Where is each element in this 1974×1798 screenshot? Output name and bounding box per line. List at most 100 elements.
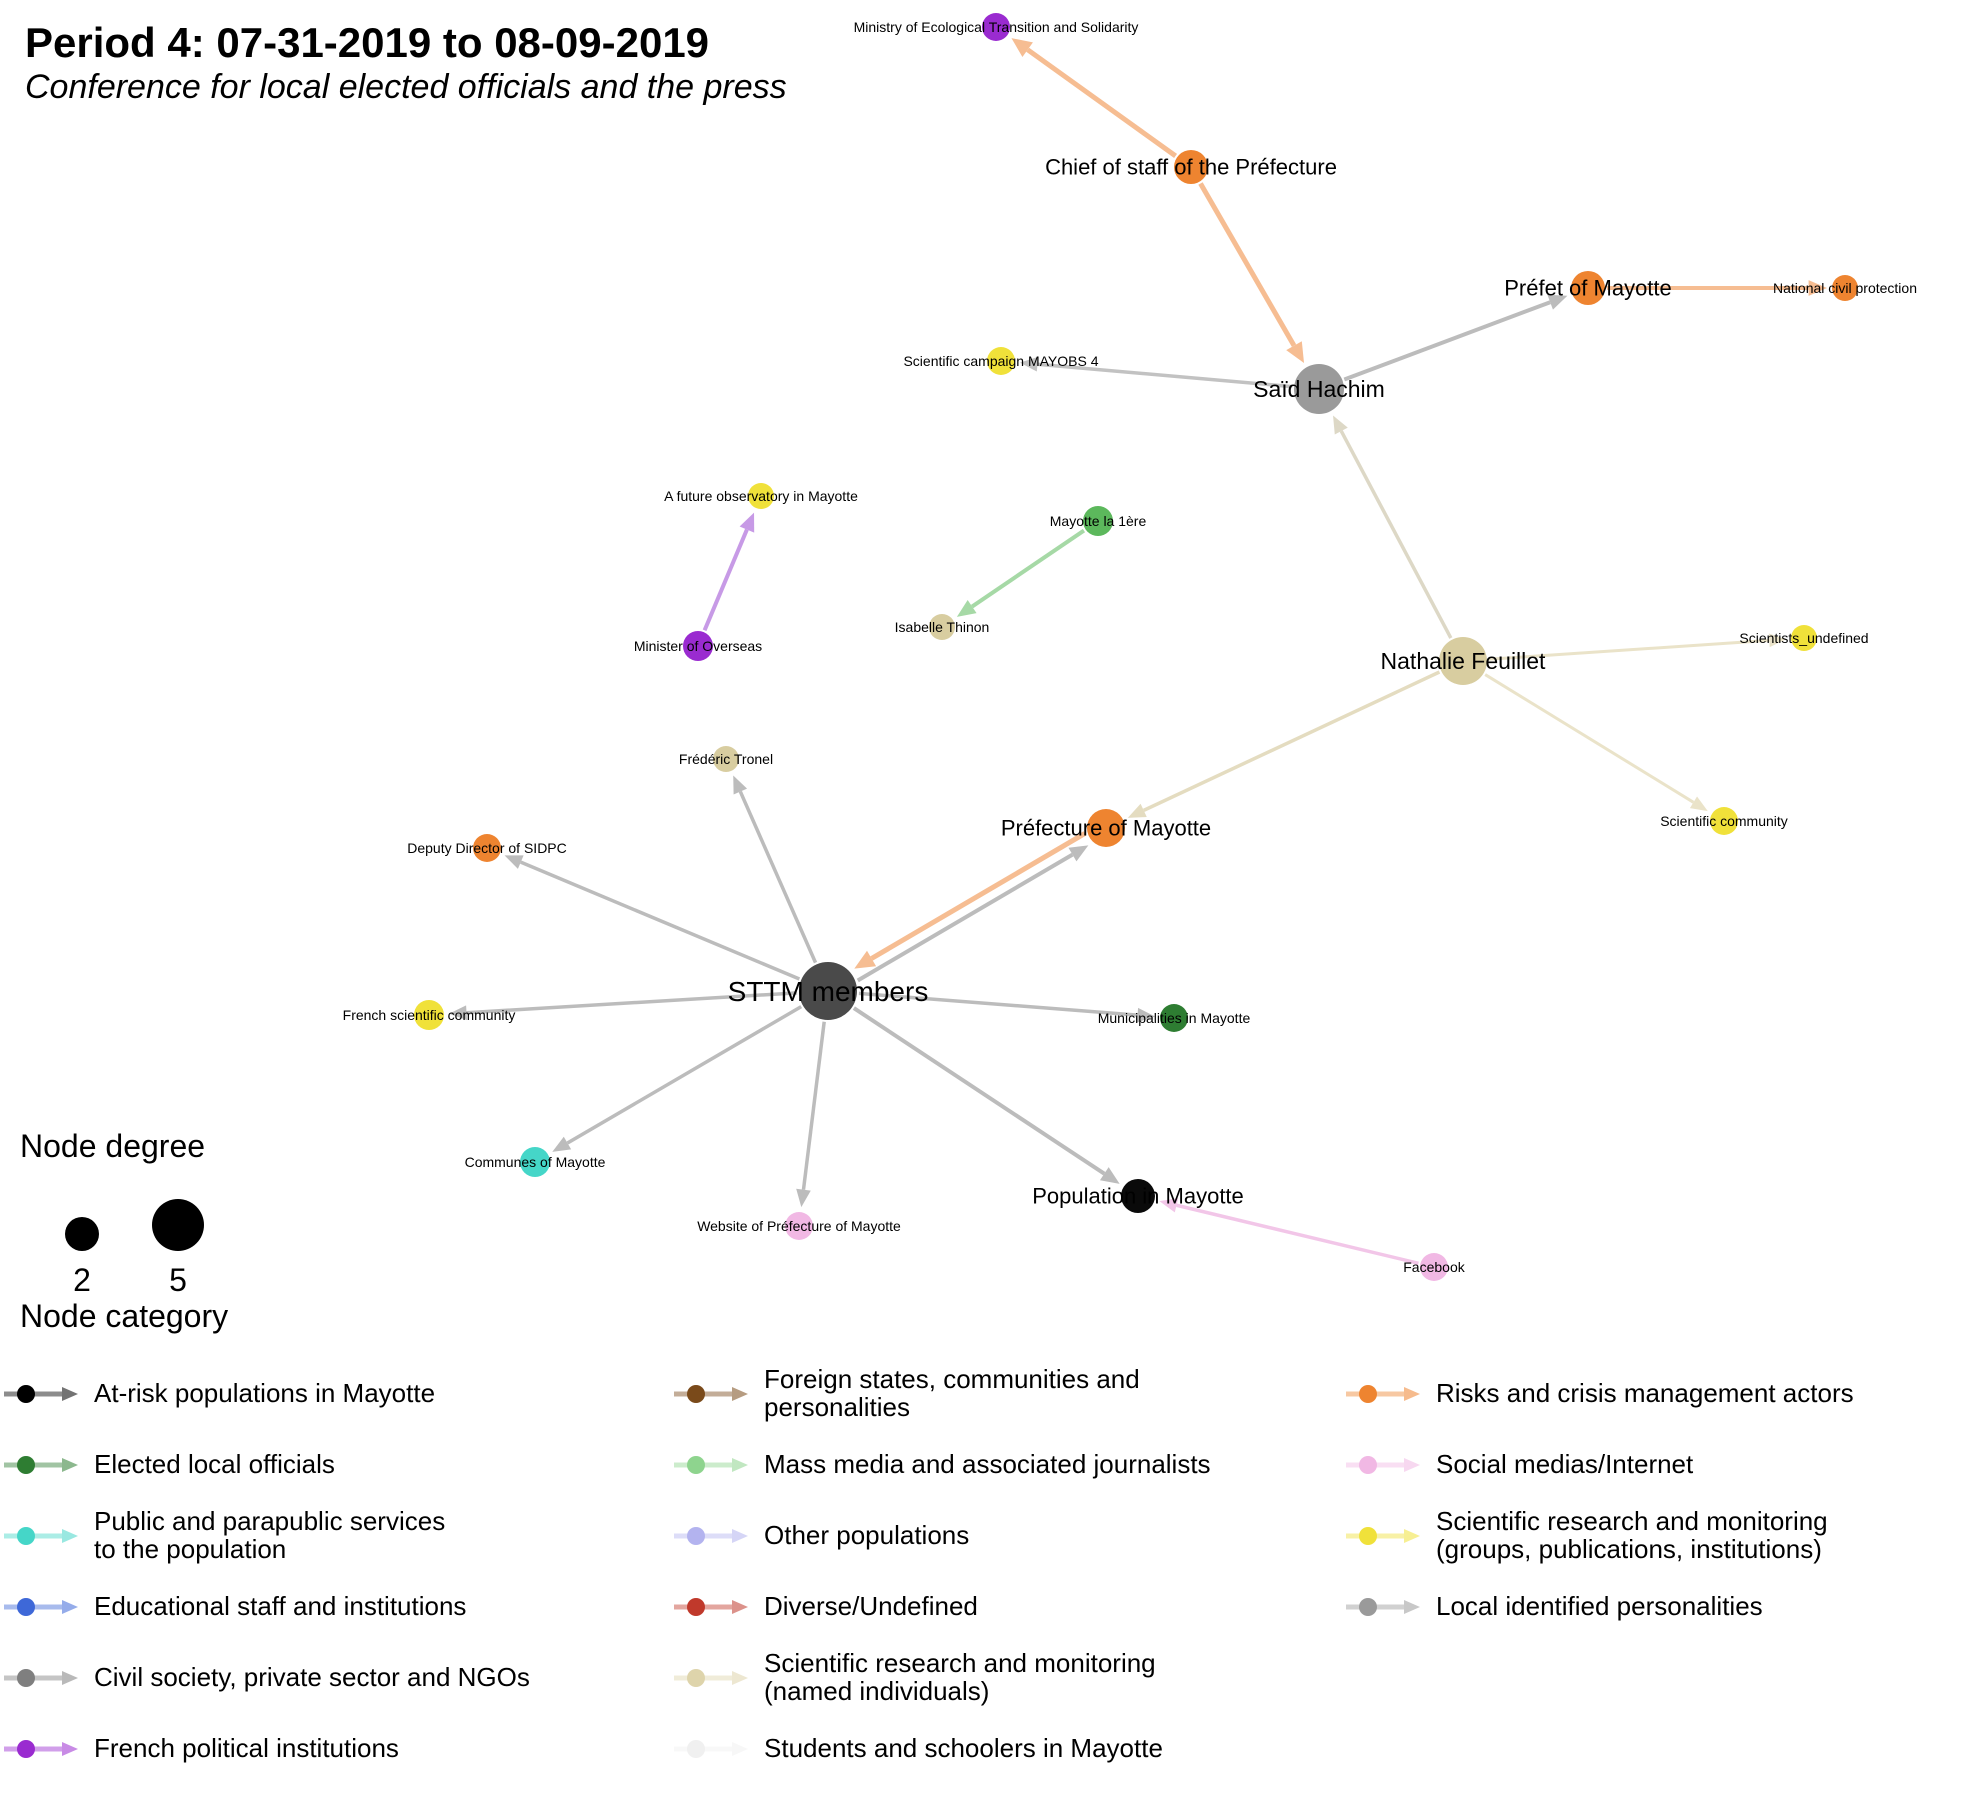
legend-item: Students and schoolers in Mayotte xyxy=(672,1713,1312,1784)
edge-nathalie-feuillet--prefecture-mayotte xyxy=(1142,670,1441,812)
edge-sttm-members--deputy-sidpc xyxy=(520,860,801,981)
legend-item-label: Scientific research and monitoring (grou… xyxy=(1436,1505,1828,1564)
node-frederic-tronel xyxy=(713,746,739,772)
sample-arrowhead-icon xyxy=(62,1599,78,1614)
edge-sttm-members--french-scientific-community xyxy=(466,991,798,1015)
sample-node-dot xyxy=(17,1668,35,1687)
edge-node-sample-icon xyxy=(1346,1526,1420,1545)
sample-node-dot xyxy=(687,1526,705,1545)
legend-column-1: At-risk populations in Mayotte Elected lo… xyxy=(2,1358,642,1784)
edge-arrowhead-prefecture-mayotte--sttm-members xyxy=(854,950,877,969)
legend-item: Foreign states, communities and personal… xyxy=(672,1358,1312,1429)
node-label-isabelle-thinon: Isabelle Thinon xyxy=(895,619,990,635)
node-label-minister-overseas: Minister of Overseas xyxy=(634,638,762,654)
node-prefecture-mayotte xyxy=(1087,809,1125,847)
legend-item: French political institutions xyxy=(2,1713,642,1784)
node-label-said-hachim: Saïd Hachim xyxy=(1253,376,1385,402)
node-category-legend: Node category xyxy=(20,1298,228,1335)
edge-node-sample-icon xyxy=(674,1597,748,1616)
legend-item-label: Public and parapublic services to the po… xyxy=(94,1505,446,1564)
edge-arrowhead-said-hachim--mayobs4 xyxy=(1019,356,1039,372)
legend-item: Risks and crisis management actors xyxy=(1344,1358,1972,1429)
node-category-title: Node category xyxy=(20,1298,229,1334)
edge-arrowhead-sttm-members--population-mayotte xyxy=(1099,1167,1120,1184)
legend-column-2: Foreign states, communities and personal… xyxy=(672,1358,1312,1784)
legend-item-label: Scientific research and monitoring (name… xyxy=(764,1647,1156,1706)
edge-minister-overseas--future-observatory xyxy=(702,528,749,632)
edge-sttm-members--municipalities-mayotte xyxy=(858,991,1138,1017)
node-national-civil-protection xyxy=(1832,275,1858,301)
edge-nathalie-feuillet--said-hachim xyxy=(1339,430,1453,639)
sample-node-dot xyxy=(1359,1526,1377,1545)
sample-node-dot xyxy=(17,1739,35,1758)
edge-arrowhead-said-hachim--prefet-mayotte xyxy=(1547,294,1568,310)
sample-arrowhead-icon xyxy=(62,1457,78,1472)
sample-node-dot xyxy=(17,1526,35,1545)
node-label-scientific-community: Scientific community xyxy=(1660,813,1788,829)
sample-node-dot xyxy=(687,1739,705,1758)
legend-item: Scientific research and monitoring (grou… xyxy=(1344,1500,1972,1571)
node-label-future-observatory: A future observatory in Mayotte xyxy=(664,488,858,504)
page-subtitle: Conference for local elected officials a… xyxy=(25,68,787,107)
edge-node-sample-icon xyxy=(674,1526,748,1545)
node-label-sttm-members: STTM members xyxy=(728,976,929,1007)
legend-item-label: Elected local officials xyxy=(94,1448,335,1479)
node-label-ministry-ecology: Ministry of Ecological Transition and So… xyxy=(854,19,1139,35)
sample-node-dot xyxy=(17,1597,35,1616)
edge-arrowhead-sttm-members--website-prefecture xyxy=(796,1188,811,1208)
edge-node-sample-icon xyxy=(674,1668,748,1687)
edge-sttm-members--prefecture-mayotte xyxy=(856,852,1074,983)
node-label-communes-mayotte: Communes of Mayotte xyxy=(465,1154,606,1170)
edge-said-hachim--prefet-mayotte xyxy=(1343,300,1551,382)
edge-sttm-members--population-mayotte xyxy=(852,1006,1106,1176)
node-minister-overseas xyxy=(683,631,713,661)
node-label-nathalie-feuillet: Nathalie Feuillet xyxy=(1381,648,1547,674)
node-population-mayotte xyxy=(1121,1179,1155,1213)
edge-arrowhead-nathalie-feuillet--prefecture-mayotte xyxy=(1127,803,1147,818)
edge-arrowhead-mayotte-la-1ere--isabelle-thinon xyxy=(956,600,977,617)
edge-facebook--population-mayotte xyxy=(1176,1203,1419,1265)
node-label-national-civil-protection: National civil protection xyxy=(1773,280,1917,296)
sample-arrowhead-icon xyxy=(62,1670,78,1685)
node-label-population-mayotte: Population in Mayotte xyxy=(1032,1184,1244,1209)
degree-sample-label-2: 2 xyxy=(73,1262,91,1298)
sample-node-dot xyxy=(1359,1384,1377,1403)
legend-item-label: At-risk populations in Mayotte xyxy=(94,1377,436,1408)
legend-item-label: Local identified personalities xyxy=(1436,1590,1763,1621)
node-label-chief-of-staff: Chief of staff of the Préfecture xyxy=(1045,155,1337,180)
legend-item: Elected local officials xyxy=(2,1429,642,1500)
sample-arrowhead-icon xyxy=(62,1386,78,1401)
page-title: Period 4: 07-31-2019 to 08-09-2019 xyxy=(25,19,710,66)
category-legend-columns: At-risk populations in Mayotte Elected lo… xyxy=(0,1358,1974,1798)
degree-sample-label-5: 5 xyxy=(169,1262,187,1298)
legend-item: Public and parapublic services to the po… xyxy=(2,1500,642,1571)
edge-nathalie-feuillet--scientists-undefined xyxy=(1488,638,1770,661)
edge-chief-of-staff--said-hachim xyxy=(1198,182,1297,347)
sample-arrowhead-icon xyxy=(732,1386,748,1401)
legend-item-label: Risks and crisis management actors xyxy=(1436,1377,1854,1408)
sample-arrowhead-icon xyxy=(62,1741,78,1756)
legend-item: Educational staff and institutions xyxy=(2,1571,642,1642)
edge-arrowhead-sttm-members--french-scientific-community xyxy=(448,1005,467,1021)
sample-arrowhead-icon xyxy=(1404,1599,1420,1614)
edge-arrowhead-sttm-members--communes-mayotte xyxy=(552,1136,572,1152)
edge-arrowhead-nathalie-feuillet--scientists-undefined xyxy=(1768,633,1787,648)
sample-arrowhead-icon xyxy=(1404,1528,1420,1543)
legend-item-label: Other populations xyxy=(764,1519,970,1550)
edge-arrowhead-facebook--population-mayotte xyxy=(1159,1198,1179,1213)
node-said-hachim xyxy=(1294,364,1344,414)
edge-arrowhead-sttm-members--prefecture-mayotte xyxy=(1068,845,1089,862)
node-website-prefecture xyxy=(785,1212,813,1240)
sample-arrowhead-icon xyxy=(732,1457,748,1472)
node-degree-title: Node degree xyxy=(20,1128,206,1164)
legend-column-3: Risks and crisis management actors Social… xyxy=(1344,1358,1972,1642)
edge-arrowhead-sttm-members--deputy-sidpc xyxy=(504,855,524,869)
legend-item: Diverse/Undefined xyxy=(672,1571,1312,1642)
edge-prefecture-mayotte--sttm-members xyxy=(870,831,1087,961)
edge-said-hachim--mayobs4 xyxy=(1037,362,1293,389)
legend-item-label: Diverse/Undefined xyxy=(764,1590,978,1621)
edge-node-sample-icon xyxy=(4,1739,78,1758)
node-chief-of-staff xyxy=(1174,150,1208,184)
sample-node-dot xyxy=(687,1668,705,1687)
